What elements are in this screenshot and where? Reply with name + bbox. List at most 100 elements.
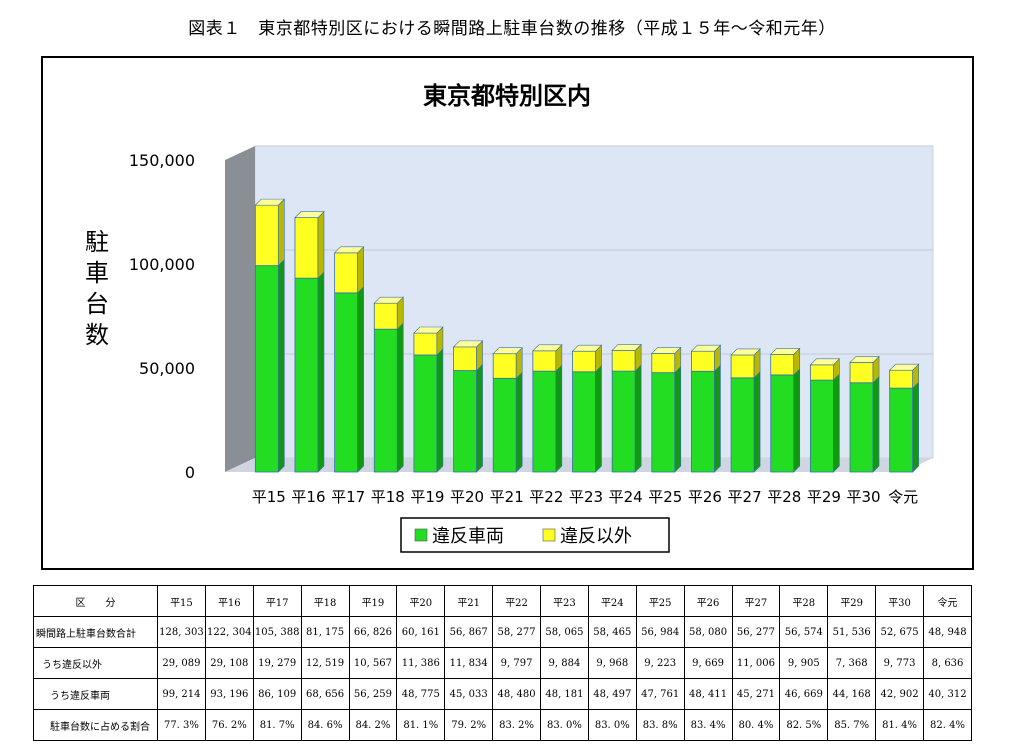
table-cell: 86, 109 (252, 678, 302, 710)
table-cell: 58, 465 (587, 616, 637, 648)
table-cell: 56, 867 (444, 616, 494, 648)
x-tick-label: 平26 (688, 488, 722, 506)
bar-segment (889, 387, 914, 473)
table-cell: 56, 574 (779, 616, 829, 648)
bar-segment (294, 277, 319, 473)
bar-segment (532, 350, 557, 372)
table-cell: 9, 905 (779, 647, 829, 679)
table-cell: 9, 968 (587, 647, 637, 679)
table-column-header: 平23 (540, 585, 589, 617)
table-cell: 48, 411 (683, 678, 733, 710)
table-cell: 9, 884 (540, 647, 589, 679)
bar-segment-side (396, 322, 404, 473)
bar-segment-side (912, 381, 919, 473)
x-tick-label: 平18 (371, 488, 405, 506)
table-cell: 122, 304 (204, 616, 254, 648)
table-row-label: 瞬間路上駐車台数合計 (33, 616, 158, 648)
table-cell: 128, 303 (157, 616, 206, 648)
bar-segment (809, 379, 834, 473)
table-cell: 81. 4% (875, 709, 924, 741)
bar-top (571, 344, 603, 352)
table-cell: 79. 2% (444, 709, 494, 741)
bar-segment (413, 354, 438, 473)
table-column-header: 令元 (923, 585, 972, 617)
table-row-label: うち違反車両 (33, 678, 158, 710)
x-tick-label: 平27 (728, 488, 762, 506)
chart-frame: 0 50,000 100,000 150,000 東京都特別区内駐車台数平15 平16 平1… (41, 56, 974, 570)
bar-top (532, 344, 563, 352)
bar-segment (611, 370, 636, 473)
table-cell: 58, 080 (683, 616, 733, 648)
bar-segment-side (793, 368, 801, 473)
table-cell: 81. 1% (396, 709, 446, 741)
bar-segment-side (278, 258, 285, 473)
bar-top (492, 347, 523, 355)
chart-title: 東京都特別区内 (423, 82, 591, 110)
bar-segment (651, 372, 676, 473)
legend-label: 違反車両 (432, 526, 504, 547)
bar-segment (453, 346, 477, 371)
bar-segment-side (872, 376, 880, 473)
table-cell: 46, 669 (779, 678, 829, 710)
table-column-header: 平25 (635, 585, 685, 617)
bar-top (413, 326, 444, 334)
bar-segment (572, 371, 596, 473)
bar-segment-side (357, 286, 364, 473)
bar-top (611, 344, 642, 351)
bar-segment (809, 364, 834, 381)
bar-segment-side (833, 373, 840, 473)
y-axis-label-char: 数 (85, 321, 109, 349)
table-cell: 51, 536 (827, 616, 877, 648)
bar-segment-side (515, 371, 523, 473)
bar-top (770, 348, 801, 355)
table-cell: 58, 277 (492, 616, 541, 648)
table-cell: 40, 312 (923, 678, 972, 710)
bar-top (690, 344, 722, 352)
y-tick-label: 150,000 (129, 151, 195, 170)
table-cell: 47, 761 (635, 678, 685, 710)
table-column-header: 平26 (683, 585, 733, 617)
y-axis-label-char: 車 (85, 259, 109, 287)
table-header-label: 区 分 (33, 585, 158, 617)
table-cell: 48, 181 (540, 678, 589, 710)
table-cell: 93, 196 (204, 678, 254, 710)
table-column-header: 平16 (204, 585, 254, 617)
table-cell: 99, 214 (157, 678, 206, 710)
x-tick-label: 平20 (450, 488, 484, 506)
table-cell: 83. 4% (683, 709, 733, 741)
x-tick-label: 平30 (846, 488, 880, 506)
plot-side-wall (225, 146, 255, 472)
table-row-label: うち違反以外 (33, 647, 158, 679)
bar-segment (691, 350, 715, 372)
bar-segment (611, 349, 636, 372)
bar-segment (453, 370, 477, 473)
x-tick-label: 平16 (291, 488, 325, 506)
bar-segment-side (476, 363, 483, 473)
y-axis-label-char: 駐 (85, 228, 109, 256)
bar-segment-side (436, 348, 444, 473)
table-cell: 45, 271 (731, 678, 781, 710)
table-row: うち違反車両 99, 214 93, 196 86, 109 68, 656 56, 25… (33, 678, 972, 710)
table-cell: 83. 8% (635, 709, 685, 741)
table-cell: 58, 065 (540, 616, 589, 648)
bar-segment (651, 353, 676, 374)
table-cell: 83. 0% (587, 709, 637, 741)
bar-segment-side (278, 198, 285, 267)
x-tick-label: 平15 (252, 488, 286, 506)
bar-segment (492, 377, 517, 473)
legend-label: 違反以外 (560, 526, 632, 547)
bar-segment (770, 374, 795, 473)
y-tick-label: 100,000 (129, 255, 195, 274)
table-row-label: 駐車台数に占める割合 (33, 709, 158, 741)
table-cell: 85. 7% (827, 709, 877, 741)
table-cell: 9, 797 (492, 647, 541, 679)
bar-segment (413, 332, 438, 356)
table-cell: 77. 3% (157, 709, 206, 741)
bar-segment (254, 204, 279, 267)
table-cell: 105, 388 (252, 616, 302, 648)
table-header-row: 区 分 平15 平16 平17 平18 平19 平20 平21 平22 平23 平24 平25 平26… (33, 585, 972, 617)
bar-segment (572, 350, 596, 373)
bar-top (373, 296, 404, 304)
table-cell: 19, 279 (252, 647, 302, 679)
x-tick-label: 令元 (888, 488, 918, 506)
